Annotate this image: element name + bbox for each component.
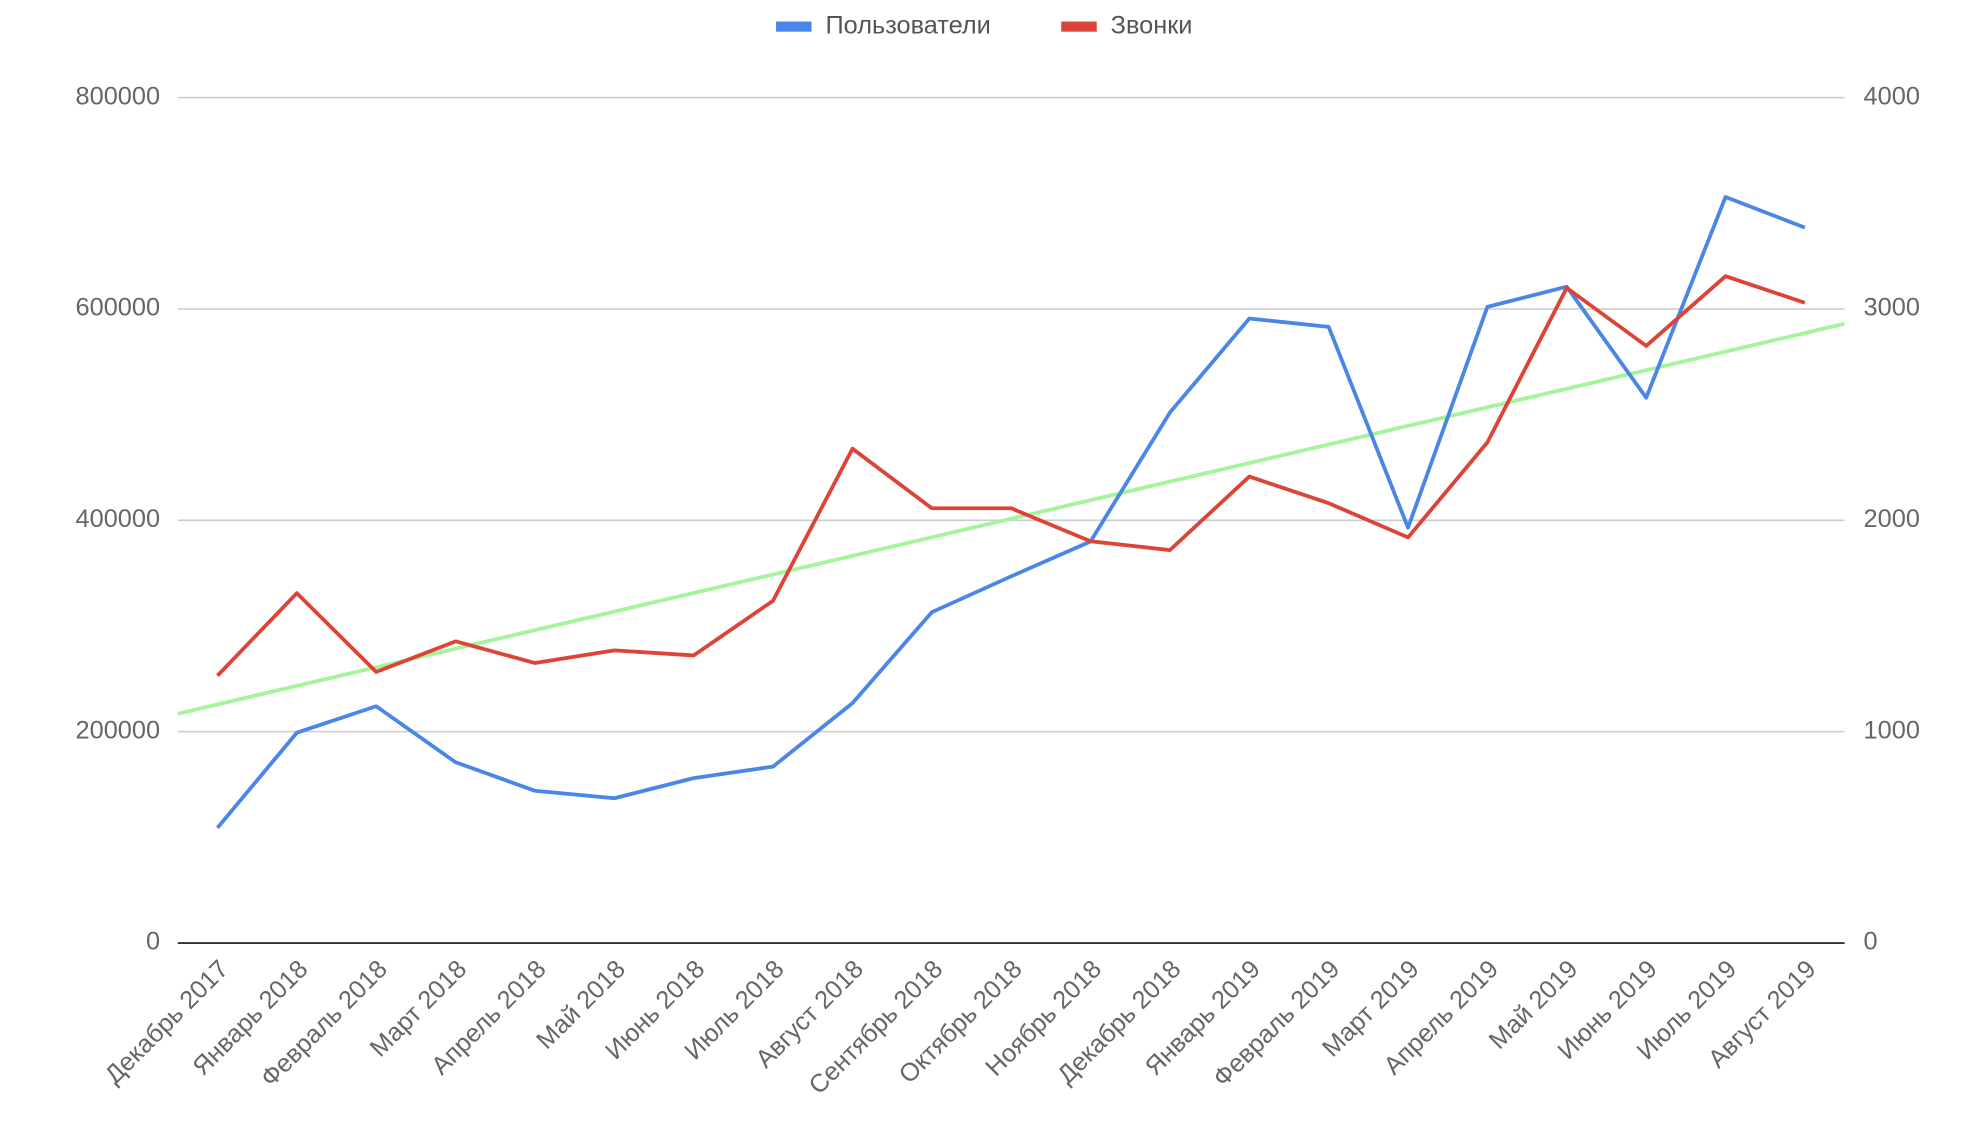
y2-tick-label: 3000	[1864, 294, 1920, 322]
y-tick-label: 200000	[76, 716, 161, 744]
legend-text: Звонки	[1111, 11, 1193, 39]
y-tick-label: 400000	[76, 505, 161, 533]
y2-tick-label: 4000	[1864, 82, 1920, 110]
y2-tick-label: 2000	[1864, 505, 1920, 533]
y-tick-label: 600000	[76, 294, 161, 322]
x-tick-label: Сентябрь 2018	[804, 955, 949, 1100]
series-line	[216, 195, 1806, 830]
legend-text: Пользователи	[825, 11, 990, 39]
y2-tick-label: 1000	[1864, 716, 1920, 744]
y2-tick-label: 0	[1864, 928, 1878, 956]
legend-marker	[1061, 21, 1097, 32]
y-tick-label: 800000	[76, 82, 161, 110]
y-tick-label: 0	[146, 928, 160, 956]
trendline	[177, 321, 1845, 716]
legend-marker	[776, 21, 812, 32]
series-line	[216, 274, 1806, 678]
